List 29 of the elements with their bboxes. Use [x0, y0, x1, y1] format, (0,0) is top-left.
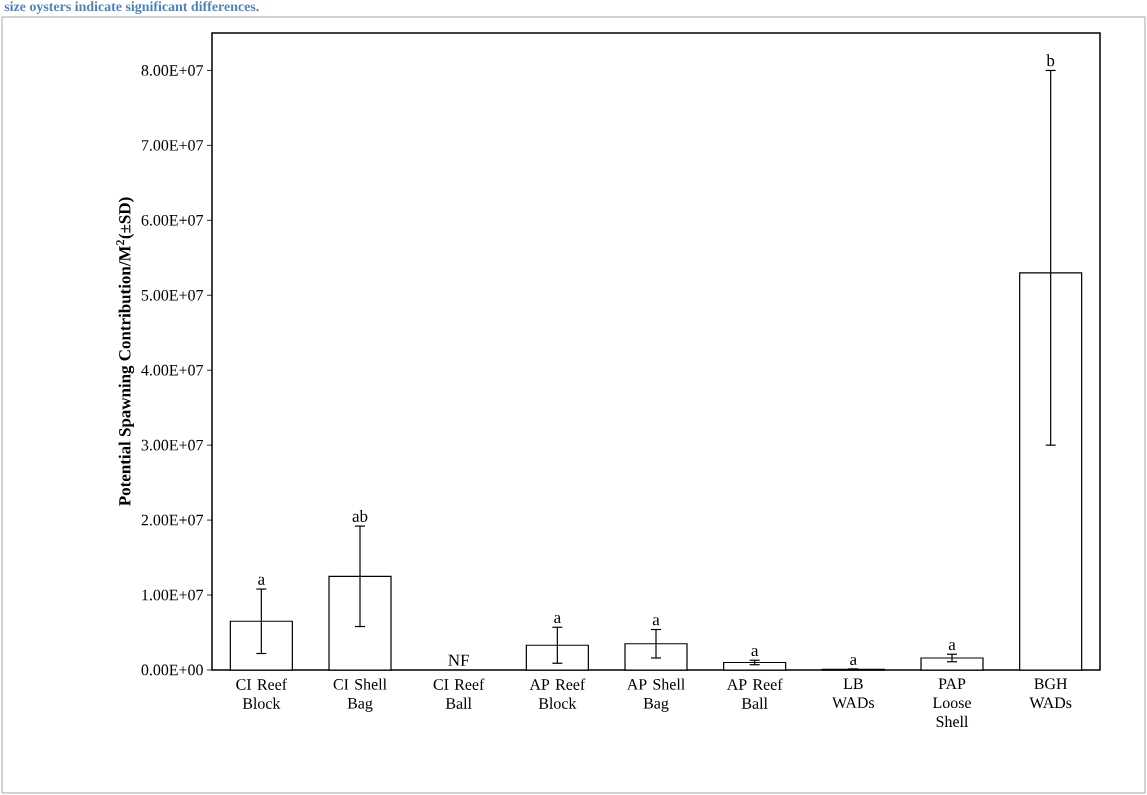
y-tick-label: 4.00E+07	[141, 364, 204, 376]
y-tick-label: 7.00E+07	[141, 139, 204, 151]
x-tick-label: CI Reef Ball	[433, 678, 485, 709]
y-tick-label: 2.00E+07	[141, 514, 204, 526]
annotation: ab	[352, 509, 368, 522]
y-tick-label: 3.00E+07	[141, 439, 204, 451]
y-tick-label: 0.00E+00	[141, 664, 203, 676]
y-tick-label: 1.00E+07	[142, 589, 204, 601]
y-tick-label: 5.00E+07	[141, 289, 204, 301]
y-axis-title: Potential Spawning Contribution/M$^{2}$(±SD)	[116, 197, 135, 506]
x-tick-label: CI Reef Block	[236, 678, 288, 709]
annotation: a	[554, 614, 561, 624]
x-tick-label: AP Reef Ball	[726, 678, 783, 709]
x-tick-label: PAP Loose Shell	[932, 678, 971, 728]
x-tick-label: CI Shell Bag	[333, 678, 387, 712]
annotation: NF	[448, 654, 469, 666]
annotation: a	[751, 647, 759, 657]
text: size oysters indicate significant differences.	[4, 1, 259, 15]
annotation: a	[850, 656, 857, 666]
x-tick-label: AP Reef Block	[529, 678, 586, 709]
x-tick-label: LB WADs	[832, 678, 875, 709]
x-tick-label: BGH WADs	[1029, 678, 1072, 709]
y-tick-label: 8.00E+07	[141, 65, 204, 76]
annotation: b	[1046, 54, 1055, 67]
y-tick-label: 6.00E+07	[141, 214, 204, 226]
annotation: a	[948, 641, 956, 651]
annotation: a	[258, 576, 265, 585]
x-tick-label: AP Shell Bag	[626, 678, 685, 712]
annotation: a	[652, 617, 660, 626]
